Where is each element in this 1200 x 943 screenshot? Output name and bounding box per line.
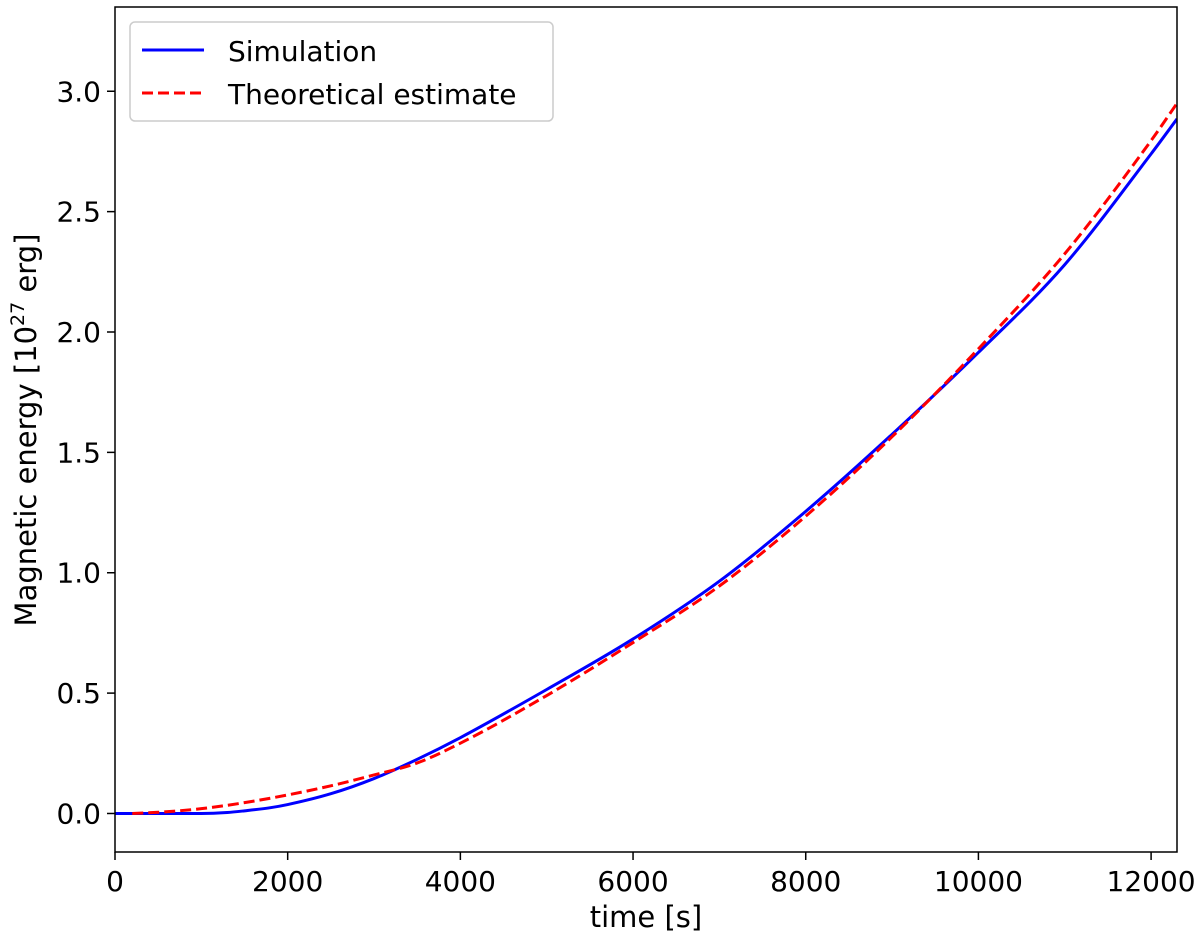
y-axis-label-exponent: 27 <box>7 302 29 326</box>
axes-frame <box>114 6 1178 853</box>
x-tick-label: 12000 <box>1107 865 1196 898</box>
legend-label-simulation: Simulation <box>228 35 377 68</box>
y-tick-label: 2.5 <box>56 196 101 229</box>
y-tick-label: 1.0 <box>56 557 101 590</box>
legend: Simulation Theoretical estimate <box>129 21 554 122</box>
plot-area <box>115 102 1177 815</box>
x-tick-label: 8000 <box>770 865 841 898</box>
y-tick-label: 0.5 <box>56 677 101 710</box>
x-tick-label: 2000 <box>252 865 323 898</box>
y-tick-label: 1.5 <box>56 436 101 469</box>
x-tick-label: 0 <box>106 865 124 898</box>
y-tick-label: 0.0 <box>56 797 101 830</box>
x-tick-label: 4000 <box>425 865 496 898</box>
legend-label-theoretical: Theoretical estimate <box>227 78 517 111</box>
x-tick-label: 10000 <box>934 865 1023 898</box>
series-line-theoretical-estimate <box>132 102 1177 815</box>
legend-box <box>129 21 554 122</box>
x-tick-label: 6000 <box>597 865 668 898</box>
x-axis-label: time [s] <box>590 900 702 934</box>
y-axis-label: Magnetic energy [1027 erg] <box>7 234 43 627</box>
series-line-simulation <box>115 118 1177 815</box>
y-tick-label: 2.0 <box>56 316 101 349</box>
axis-ticks: 0 2000 4000 6000 8000 10000 12000 0.0 0.5 1.0 1.5 2… <box>56 75 1195 898</box>
y-tick-label: 3.0 <box>56 75 101 108</box>
